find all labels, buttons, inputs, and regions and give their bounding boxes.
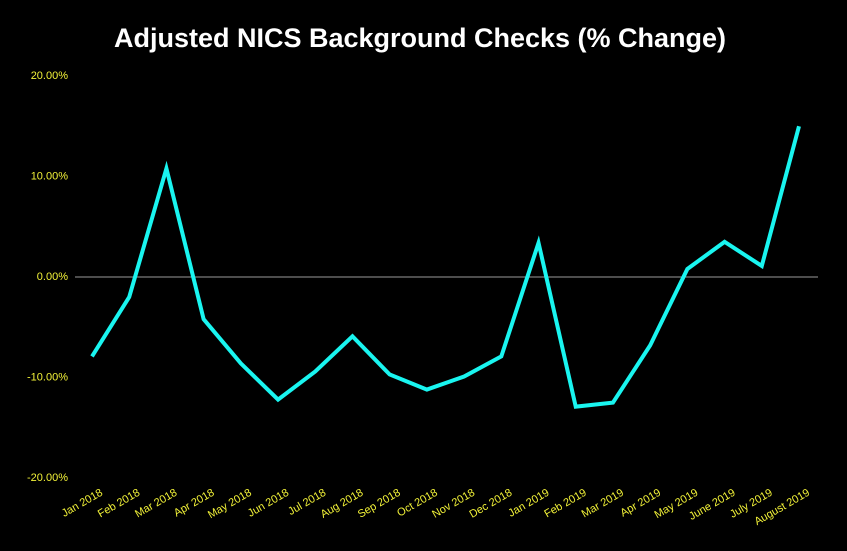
y-tick-label: 0.00% [37,271,68,283]
line-series [90,125,801,409]
y-tick-label: -20.00% [27,472,68,484]
y-tick-label: -10.00% [27,371,68,383]
chart-title: Adjusted NICS Background Checks (% Chang… [114,23,726,53]
y-tick-label: 10.00% [31,170,69,182]
y-tick-label: 20.00% [31,70,69,82]
